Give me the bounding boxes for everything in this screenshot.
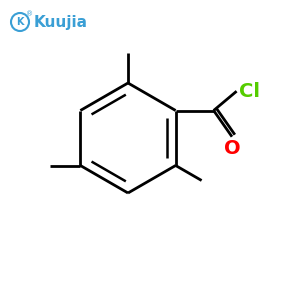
Text: Cl: Cl	[238, 82, 260, 101]
Text: ®: ®	[26, 11, 34, 17]
Text: O: O	[224, 139, 240, 158]
Text: K: K	[16, 17, 24, 27]
Text: Kuujia: Kuujia	[34, 14, 88, 29]
